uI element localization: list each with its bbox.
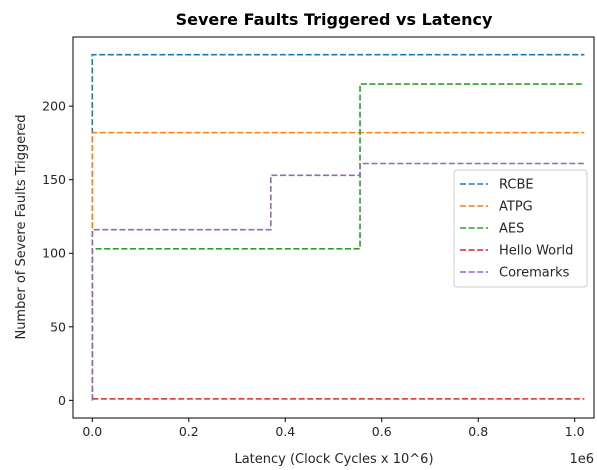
series-line-coremarks — [91, 162, 585, 401]
y-axis: 0 50 100 150 200 — [42, 99, 73, 408]
legend-label: AES — [499, 222, 524, 237]
chart-title: Severe Faults Triggered vs Latency — [176, 10, 493, 29]
y-tick-label: 150 — [42, 172, 66, 187]
legend-box — [453, 169, 588, 288]
legend-label: ATPG — [499, 200, 533, 215]
x-offset-text: 1e6 — [569, 452, 594, 467]
plot-area — [91, 53, 585, 401]
y-tick-label: 100 — [42, 246, 66, 261]
x-axis-label: Latency (Clock Cycles x 10^6) — [234, 452, 433, 467]
legend-label: RCBE — [499, 178, 534, 193]
x-tick-label: 0.8 — [468, 424, 488, 439]
y-tick-label: 0 — [58, 393, 66, 408]
x-tick-label: 0.6 — [372, 424, 392, 439]
plot-frame — [72, 36, 595, 419]
x-tick-label: 0.2 — [179, 424, 199, 439]
x-tick-label: 1.0 — [565, 424, 585, 439]
x-axis: 0.0 0.2 0.4 0.6 0.8 1.0 — [82, 418, 585, 439]
legend: RCBE ATPG AES Hello World Coremarks — [453, 169, 588, 288]
x-tick-label: 0.0 — [82, 424, 102, 439]
y-tick-label: 50 — [50, 319, 66, 334]
y-tick-label: 200 — [42, 99, 66, 114]
series-line-aes — [91, 83, 585, 401]
legend-label: Hello World — [499, 244, 573, 259]
legend-label: Coremarks — [499, 266, 570, 281]
y-axis-label: Number of Severe Faults Triggered — [14, 114, 29, 339]
x-tick-label: 0.4 — [275, 424, 295, 439]
